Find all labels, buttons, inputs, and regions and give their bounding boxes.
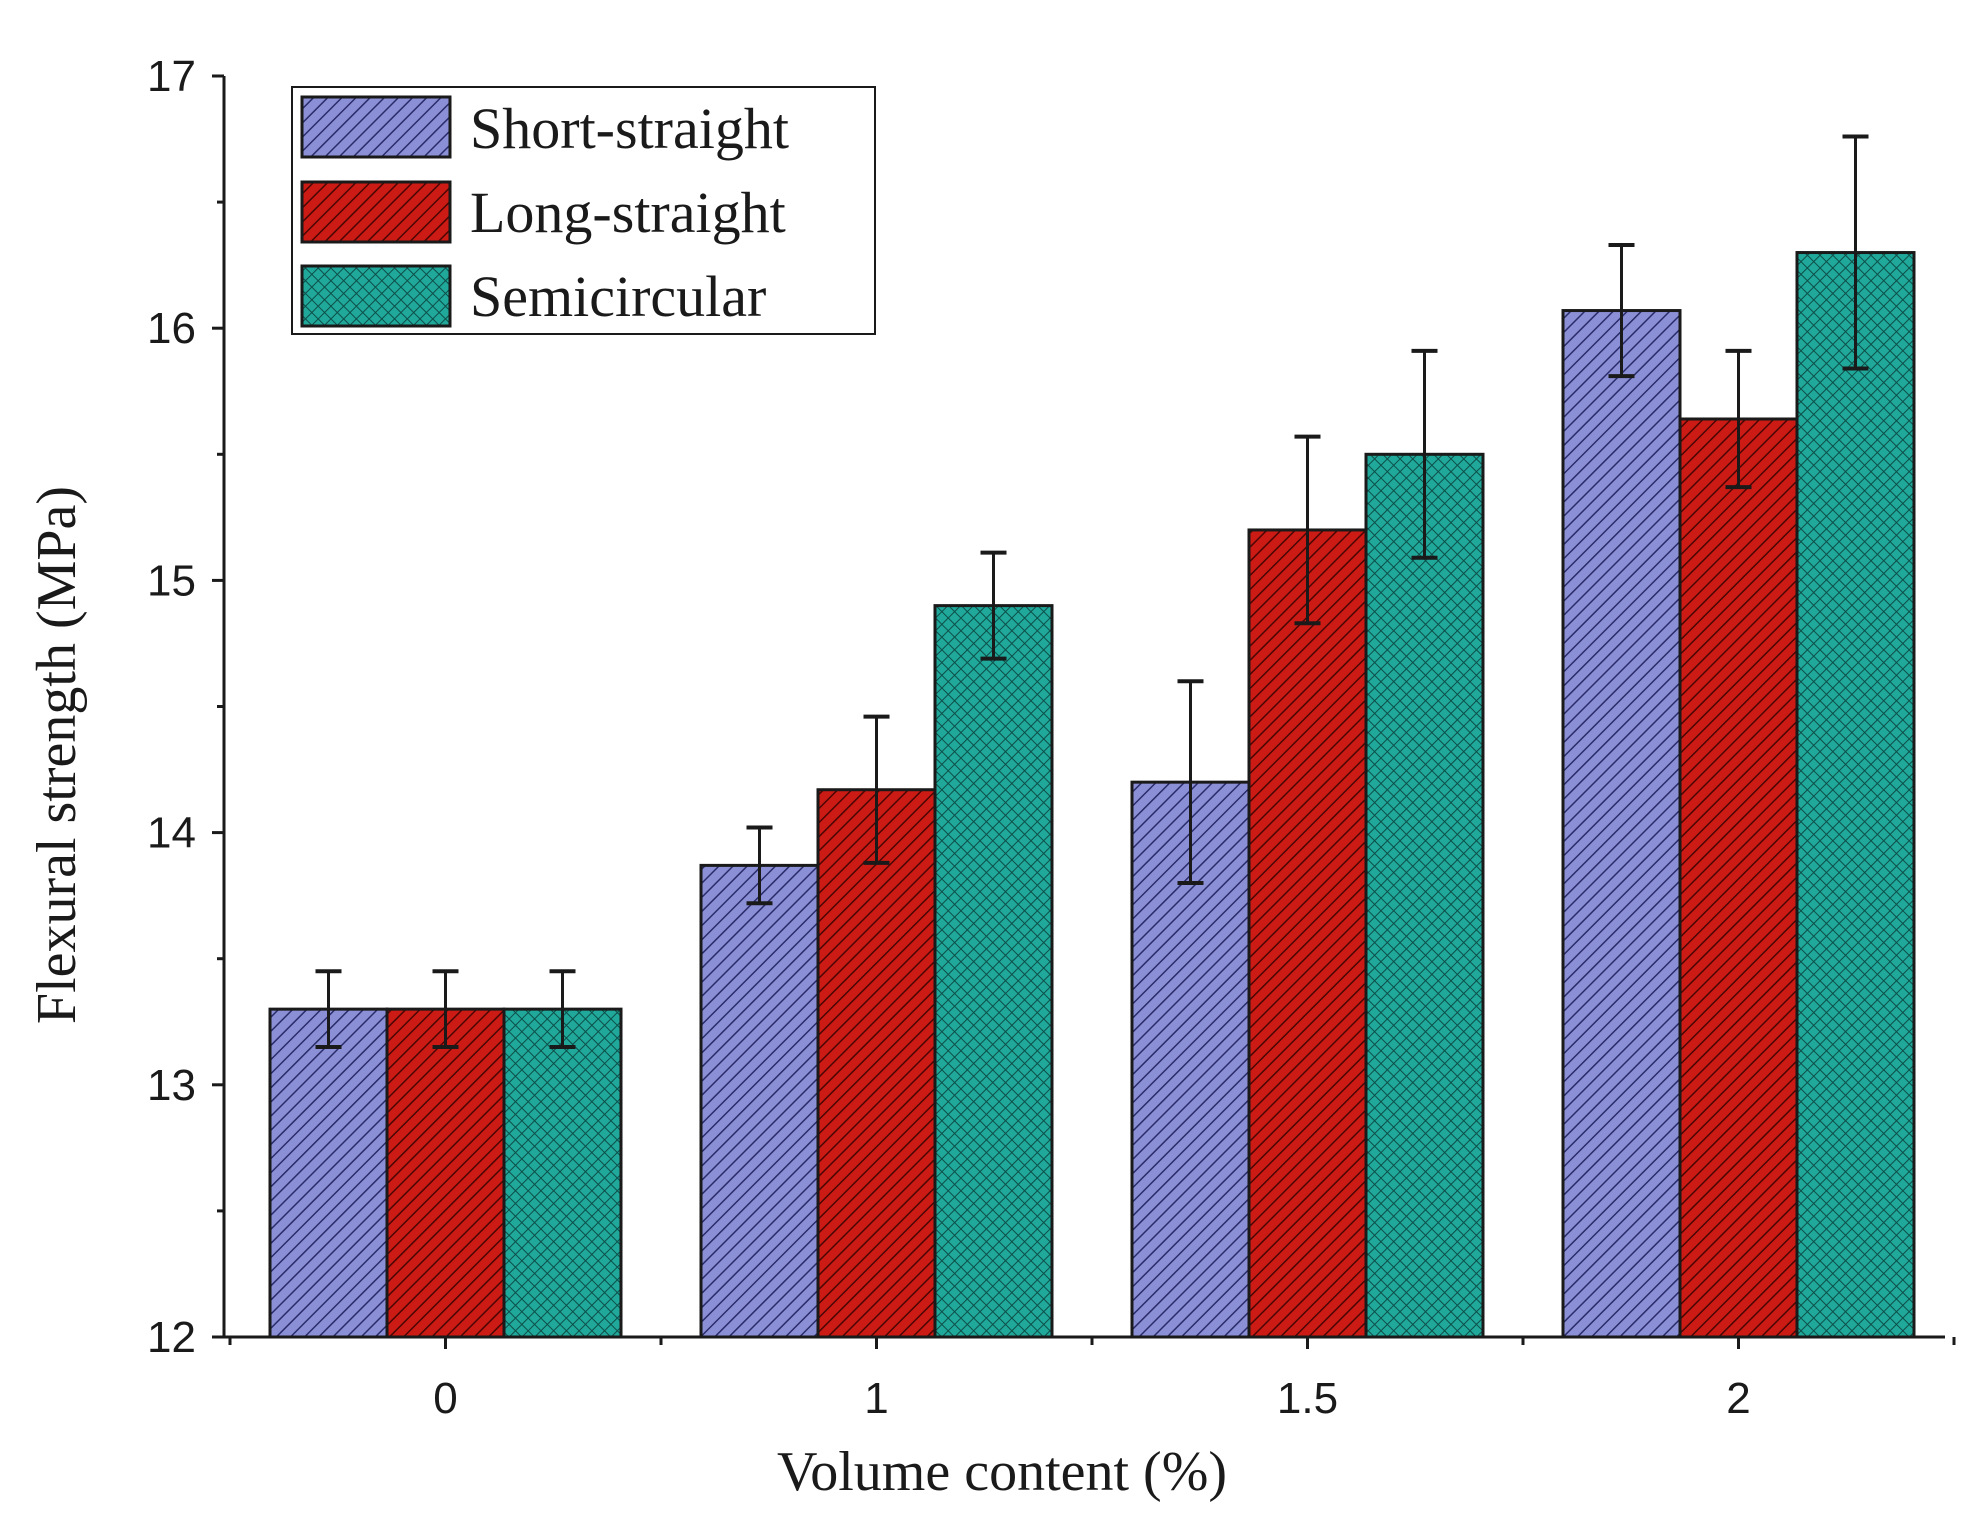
bar-semicircular-2 bbox=[1795, 251, 1916, 1339]
legend-swatch-long-straight bbox=[300, 180, 452, 244]
bar-semicircular-1.5 bbox=[1364, 452, 1485, 1339]
y-tick-label: 14 bbox=[147, 809, 196, 858]
legend-label-semicircular: Semicircular bbox=[470, 264, 766, 329]
x-axis-title: Volume content (%) bbox=[777, 1441, 1227, 1503]
bar-long-straight-0 bbox=[385, 1007, 506, 1339]
x-ticks-group: 0 1 1.5 2 bbox=[228, 1337, 1956, 1423]
legend: Short-straight Long-straight Semicircula… bbox=[291, 86, 876, 335]
legend-swatch-short-straight bbox=[300, 95, 452, 159]
x-tick-label: 0 bbox=[433, 1374, 457, 1423]
x-tick-label: 1.5 bbox=[1277, 1374, 1338, 1423]
y-tick-label: 13 bbox=[147, 1061, 196, 1110]
y-ticks-group: 12 13 14 15 16 17 bbox=[147, 52, 224, 1362]
bar-long-straight-1.5 bbox=[1247, 528, 1368, 1339]
bars-group bbox=[268, 251, 1916, 1339]
bar-long-straight-2 bbox=[1678, 417, 1799, 1339]
y-tick-label: 12 bbox=[147, 1313, 196, 1362]
y-tick-label: 16 bbox=[147, 304, 196, 353]
bar-semicircular-1 bbox=[933, 604, 1054, 1339]
bar-short-straight-2 bbox=[1561, 309, 1682, 1339]
bar-long-straight-1 bbox=[816, 788, 937, 1339]
error-bars-group bbox=[315, 134, 1869, 1049]
bar-short-straight-0 bbox=[268, 1007, 389, 1339]
x-tick-label: 1 bbox=[864, 1374, 888, 1423]
legend-label-short-straight: Short-straight bbox=[470, 96, 789, 161]
y-axis-title: Flexural strength (MPa) bbox=[26, 486, 88, 1024]
y-tick-label: 15 bbox=[147, 556, 196, 605]
x-tick-label: 2 bbox=[1726, 1374, 1750, 1423]
legend-label-long-straight: Long-straight bbox=[470, 180, 786, 245]
legend-swatch-semicircular bbox=[300, 264, 452, 328]
bar-semicircular-0 bbox=[502, 1007, 623, 1339]
bar-short-straight-1 bbox=[699, 863, 820, 1339]
y-tick-label: 17 bbox=[147, 52, 196, 101]
